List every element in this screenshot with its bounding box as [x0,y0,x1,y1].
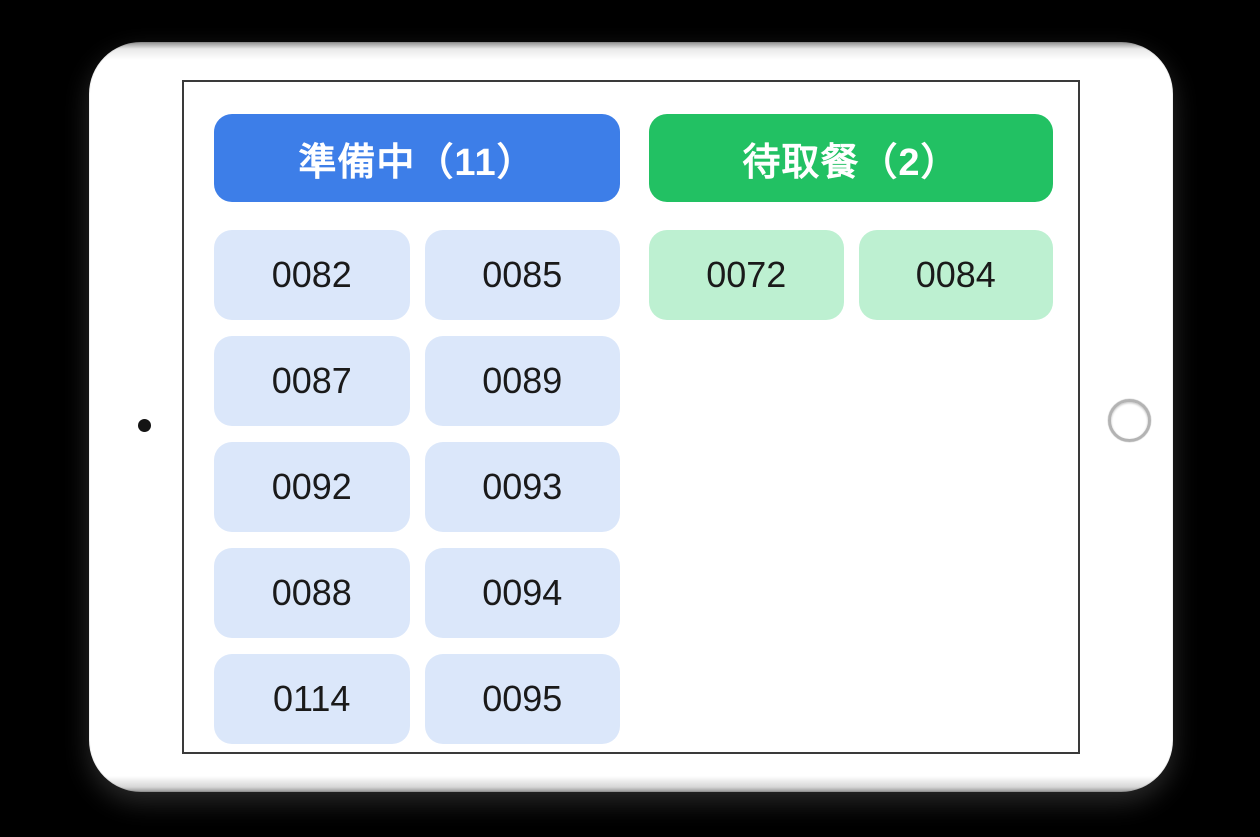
front-camera-icon [138,419,151,432]
ready-section: 待取餐（2） 0072 0084 [649,114,1053,752]
preparing-header: 準備中（11） [214,114,620,202]
tablet-screen: 準備中（11） 0082 0085 0087 0089 0092 0093 00… [182,80,1080,754]
preparing-grid: 0082 0085 0087 0089 0092 0093 0088 0094 … [214,230,620,744]
home-button[interactable] [1108,399,1151,442]
preparing-section: 準備中（11） 0082 0085 0087 0089 0092 0093 00… [214,114,620,752]
order-card[interactable]: 0088 [214,548,410,638]
tablet-device: 準備中（11） 0082 0085 0087 0089 0092 0093 00… [89,42,1173,792]
order-card[interactable]: 0072 [649,230,844,320]
order-card[interactable]: 0092 [214,442,410,532]
order-card[interactable]: 0094 [424,548,620,638]
order-card[interactable]: 0082 [214,230,410,320]
ready-header: 待取餐（2） [649,114,1053,202]
order-card[interactable]: 0087 [214,336,410,426]
ready-grid: 0072 0084 [649,230,1053,320]
order-card[interactable]: 0089 [424,336,620,426]
order-card[interactable]: 0085 [424,230,620,320]
order-card[interactable]: 0095 [424,654,620,744]
order-card[interactable]: 0093 [424,442,620,532]
order-card[interactable]: 0114 [214,654,410,744]
order-card[interactable]: 0084 [858,230,1053,320]
